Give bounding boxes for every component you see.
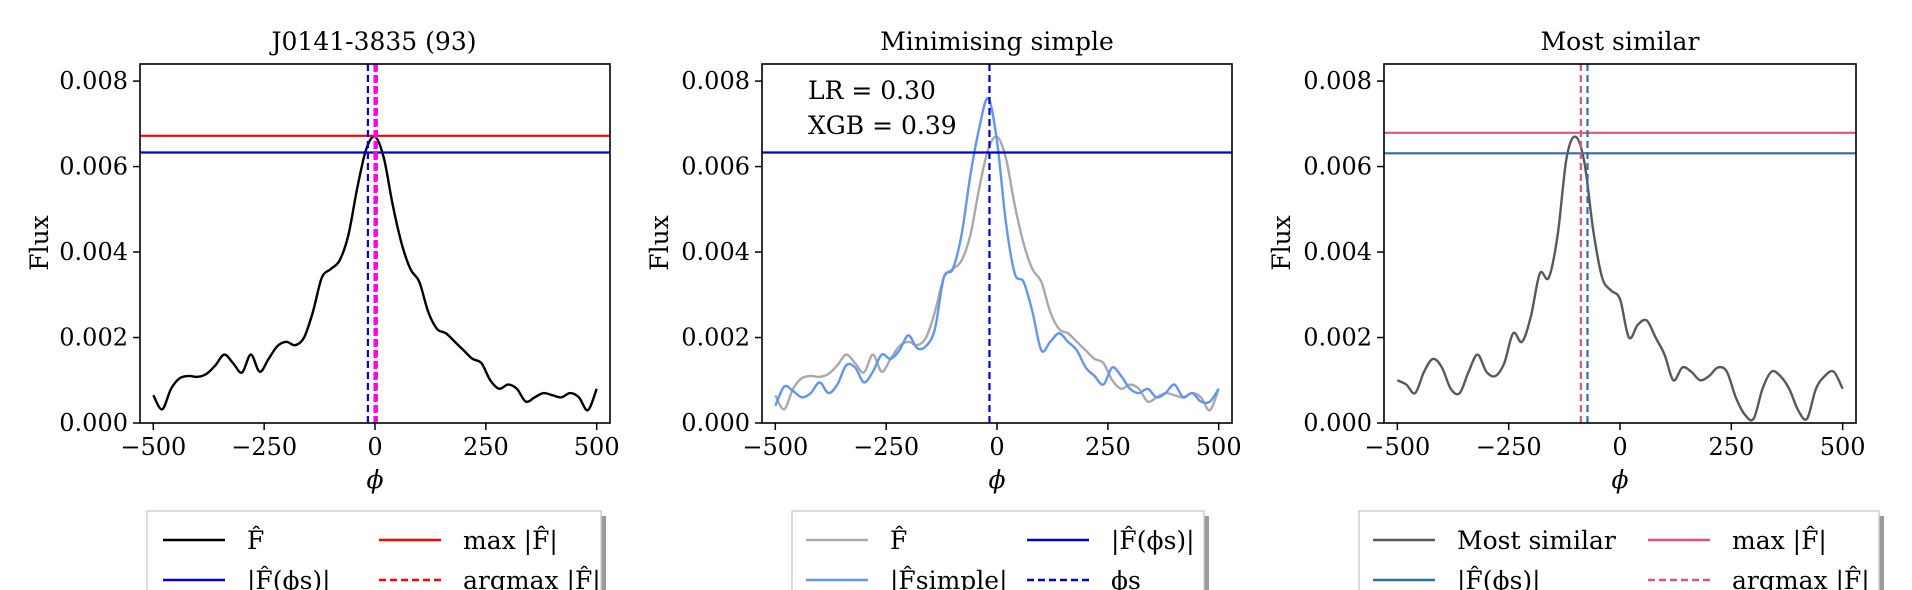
panel-3-ytick-label: 0.006 [1303,153,1372,181]
panel-2-title: Minimising simple [880,27,1114,56]
panel-2-ytick-label: 0.002 [681,324,750,352]
panel-3-legend-label: max |F̂| [1732,526,1827,556]
panel-2-annotation-xgb: XGB = 0.39 [808,111,957,140]
panel-2: Minimising simple −500 −250 0 250 500 0.000 0.… [645,27,1242,590]
panel-3-xtick-label: −500 [1364,433,1430,461]
panel-3-legend: Most similar max |F̂| |F̂(ϕs)| argmax |F̂| [1358,510,1884,590]
panel-1-ytick-label: 0.000 [59,409,128,437]
panel-1-ylabel: Flux [25,215,54,271]
panel-1-xtick-label: 0 [367,433,382,461]
panel-2-xtick-label: −500 [742,433,808,461]
panel-1-xtick-label: −250 [231,433,297,461]
panel-2-series-0-curve [774,135,1220,412]
panel-2-xtick-label: 0 [989,433,1004,461]
panel-1-legend: F̂ max |F̂| |F̂(ϕs)| argmax |F̂| [146,510,606,590]
panel-2-xtick-label: 500 [1196,433,1242,461]
panel-3-legend-label: Most similar [1457,526,1616,555]
panel-3-xtick-label: 0 [1612,433,1627,461]
panel-2-xlabel: ϕ [988,465,1005,494]
panel-3-plot-area [1384,64,1856,423]
panel-1: J0141-3835 (93) −500 −250 0 250 500 0.000 0.00… [25,27,620,590]
panel-1-ytick-label: 0.008 [59,67,128,95]
panel-3-legend-box [1358,510,1880,590]
panel-3-legend-label: |F̂(ϕs)| [1457,566,1541,590]
panel-3-xtick-label: −250 [1476,433,1542,461]
panel-3-xtick-label: 250 [1708,433,1754,461]
panel-1-ytick-label: 0.006 [59,153,128,181]
panel-3-xlabel: ϕ [1611,465,1628,494]
panel-3-ytick-label: 0.000 [1303,409,1372,437]
panel-3-ylabel: Flux [1267,215,1296,271]
panel-1-ytick-label: 0.002 [59,324,128,352]
panel-2-legend: F̂ |F̂(ϕs)| |F̂simple| ϕs [791,510,1209,590]
panel-3-ytick-label: 0.008 [1303,67,1372,95]
panel-2-ylabel: Flux [645,215,674,271]
panel-1-xtick-label: 250 [463,433,509,461]
panel-3-frame [1383,63,1857,424]
panel-1-xtick-label: −500 [120,433,186,461]
panel-3-ytick-label: 0.004 [1303,238,1372,266]
panel-3-series-0-curve [1396,135,1844,422]
panel-3-ytick-label: 0.002 [1303,324,1372,352]
panel-2-ytick-label: 0.000 [681,409,750,437]
panel-2-xtick-label: 250 [1085,433,1131,461]
panel-1-xtick-label: 500 [574,433,620,461]
panel-2-legend-label: |F̂(ϕs)| [1111,526,1195,556]
panel-3: Most similar −500 −250 0 250 500 0.000 0.002 0.… [1267,27,1884,590]
panel-1-ytick-label: 0.004 [59,238,128,266]
panel-2-legend-label: |F̂simple| [890,566,1008,590]
panel-2-plot-area [762,64,1232,423]
panel-1-plot-area [140,64,610,423]
panel-1-legend-label: max |F̂| [463,526,558,556]
panel-2-ytick-label: 0.008 [681,67,750,95]
panel-2-ytick-label: 0.006 [681,153,750,181]
panel-3-title: Most similar [1541,27,1700,56]
panel-1-legend-label: |F̂(ϕs)| [247,566,331,590]
panel-1-legend-label: F̂ [247,526,264,555]
panel-2-xtick-label: −250 [853,433,919,461]
panel-1-legend-box [146,510,602,590]
panel-1-title: J0141-3835 (93) [269,27,477,56]
panel-2-series-1-curve [774,96,1220,407]
panel-3-xtick-label: 500 [1820,433,1866,461]
panel-2-legend-box [791,510,1205,590]
panel-1-xlabel: ϕ [366,465,383,494]
panel-2-legend-label: ϕs [1111,566,1141,590]
panel-1-legend-label: argmax |F̂| [463,566,601,590]
panel-2-annotation-lr: LR = 0.30 [808,76,936,105]
panel-2-legend-label: F̂ [890,526,907,555]
panel-3-legend-label: argmax |F̂| [1732,566,1870,590]
panel-2-ytick-label: 0.004 [681,238,750,266]
